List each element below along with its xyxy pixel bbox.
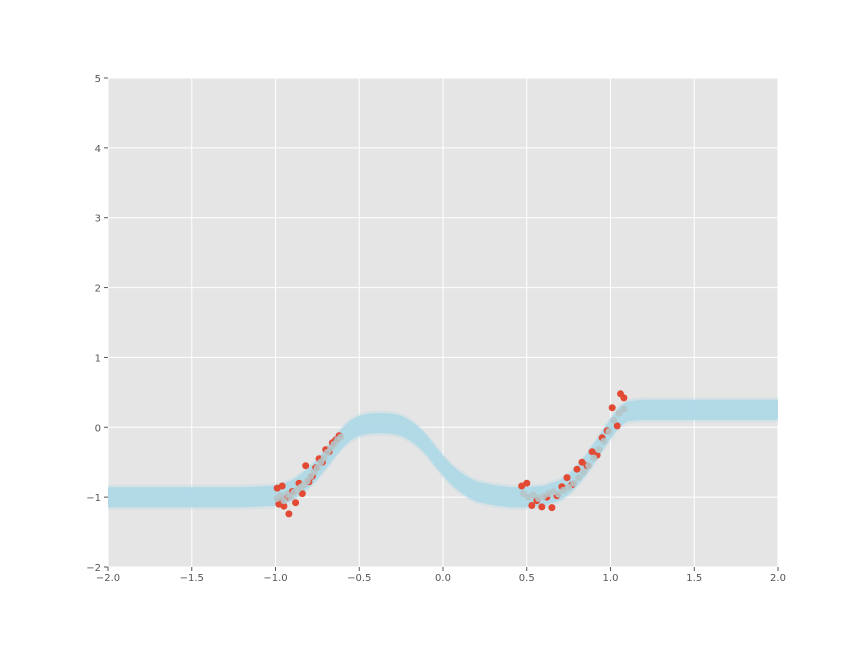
observed-point <box>528 502 536 509</box>
y-tick-label: 5 <box>95 74 101 85</box>
observed-point <box>548 504 556 512</box>
predicted-point <box>620 405 628 413</box>
predicted-point <box>280 497 288 505</box>
y-tick-label: 3 <box>95 214 101 225</box>
y-tick-label: 4 <box>95 144 101 155</box>
observed-point <box>538 503 546 511</box>
predicted-point <box>313 464 321 472</box>
observed-point <box>613 422 621 430</box>
observed-point <box>573 465 581 473</box>
predicted-point <box>519 490 527 498</box>
predicted-point <box>615 409 623 417</box>
predicted-point <box>277 492 284 500</box>
band-core <box>108 399 778 508</box>
observed-point <box>518 482 526 490</box>
x-tick-label: −1.0 <box>263 573 287 584</box>
observed-point <box>278 482 286 490</box>
predicted-point <box>590 454 598 462</box>
x-tick-label: −0.5 <box>347 573 371 584</box>
y-tick-label: 1 <box>95 353 101 364</box>
y-tick-label: −1 <box>86 493 101 504</box>
predicted-point <box>555 490 563 498</box>
data-points <box>273 390 628 518</box>
axis-ticks: −2.0 −1.5 −1.0 −0.5 0.0 0.5 1.0 1.5 2.0 −2 −1 0 1 2 3 4… <box>86 74 786 584</box>
predicted-point <box>303 477 311 485</box>
prediction-band <box>108 397 778 510</box>
predicted-point <box>600 437 608 445</box>
predicted-point <box>580 468 588 476</box>
observed-point <box>523 479 531 487</box>
observed-point <box>620 394 628 402</box>
observed-point <box>608 404 616 412</box>
observed-point <box>298 490 306 498</box>
predicted-point <box>530 491 537 499</box>
x-tick-label: 1.0 <box>603 573 619 584</box>
predicted-point <box>595 446 603 454</box>
x-tick-label: 2.0 <box>770 573 786 584</box>
y-tick-label: −2 <box>86 563 101 574</box>
predicted-point <box>605 428 613 435</box>
predicted-point <box>585 462 593 470</box>
x-tick-label: −1.5 <box>180 573 204 584</box>
predicted-point <box>337 433 345 441</box>
predicted-point <box>570 479 578 487</box>
observed-point <box>578 458 586 466</box>
observed-point <box>563 474 571 482</box>
predicted-point <box>320 454 328 462</box>
x-tick-label: 0.0 <box>435 573 451 584</box>
predicted-point <box>575 474 583 482</box>
x-tick-label: 1.5 <box>686 573 702 584</box>
observed-point <box>302 462 310 470</box>
observed-point <box>285 510 293 518</box>
y-tick-label: 0 <box>95 423 101 434</box>
observed-point <box>292 499 300 507</box>
predicted-point <box>610 416 618 424</box>
observed-point <box>280 502 288 510</box>
x-tick-label: −2.0 <box>96 573 120 584</box>
observed-point <box>588 448 596 456</box>
y-tick-label: 2 <box>95 284 101 295</box>
predicted-point <box>565 483 573 491</box>
x-tick-label: 0.5 <box>519 573 535 584</box>
